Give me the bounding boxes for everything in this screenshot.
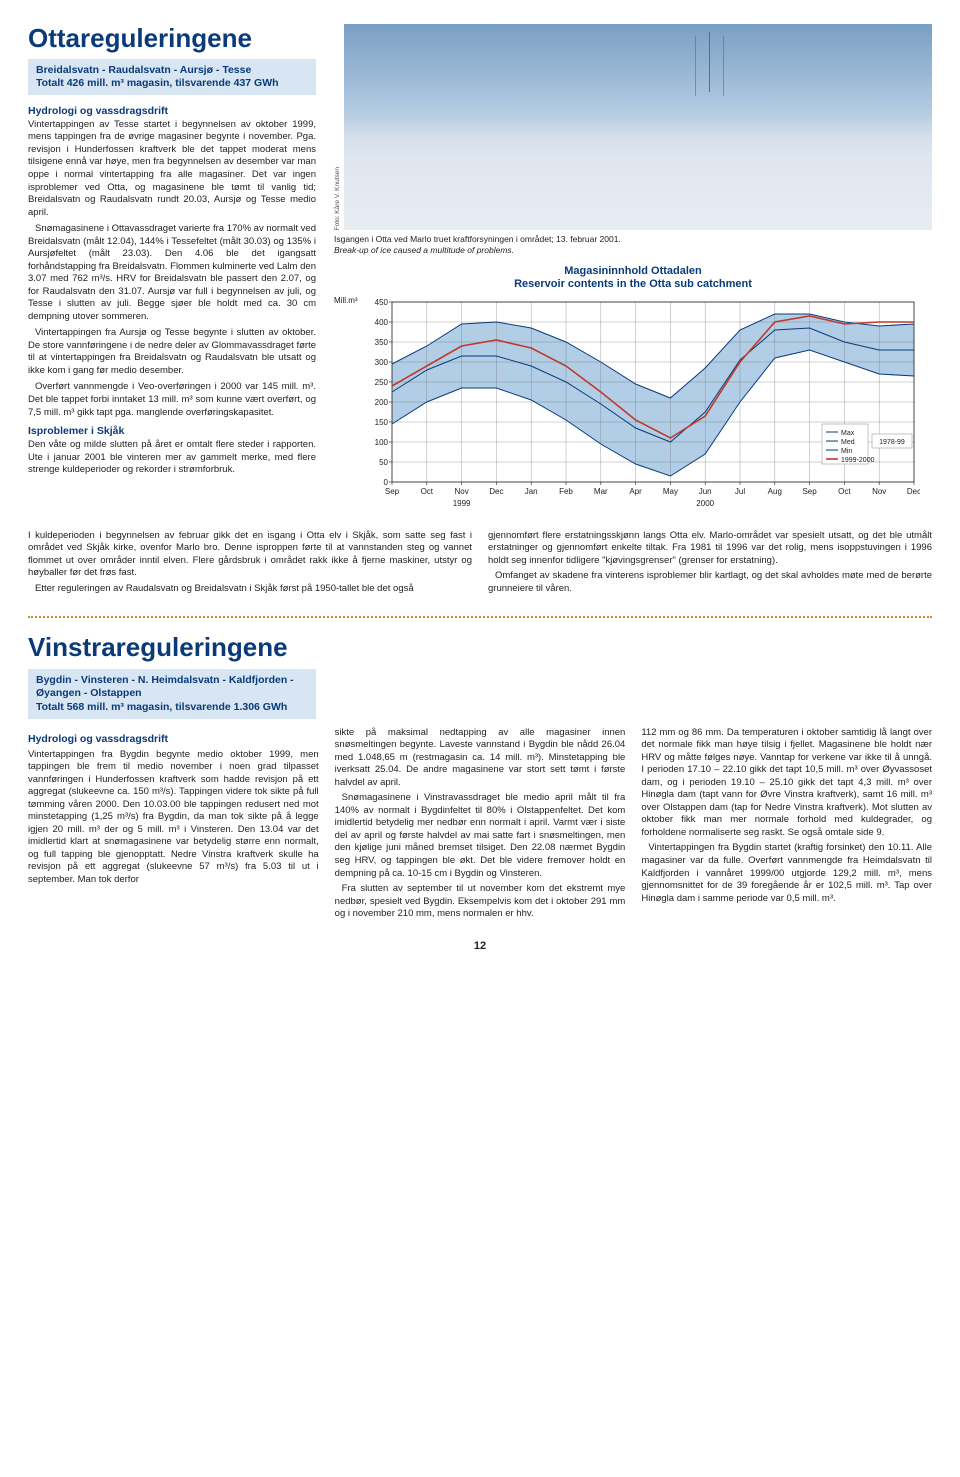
page: Ottareguleringene Breidalsvatn - Raudals… (0, 0, 960, 968)
chart-title-l2: Reservoir contents in the Otta sub catch… (514, 278, 752, 290)
photo-caption-no: Isgangen i Otta ved Marlo truet kraftfor… (334, 234, 621, 244)
svg-text:2000: 2000 (696, 499, 714, 508)
otta-body-text: Vintertappingen av Tesse startet i begyn… (28, 119, 316, 419)
otta-lower-col-right: gjennomført flere erstatningsskjønn lang… (488, 530, 932, 599)
svg-text:50: 50 (379, 458, 388, 467)
svg-text:Sep: Sep (802, 487, 817, 496)
svg-text:1999-2000: 1999-2000 (841, 457, 875, 464)
photo-credit: Foto: Kåre V. Knutsen (334, 165, 341, 230)
svg-text:Nov: Nov (872, 487, 886, 496)
svg-text:Min: Min (841, 448, 852, 455)
otta-left-column: Ottareguleringene Breidalsvatn - Raudals… (28, 24, 316, 510)
vinstra-caption-box: Bygdin - Vinsteren - N. Heimdalsvatn - K… (28, 669, 316, 718)
svg-text:400: 400 (374, 318, 388, 327)
svg-text:Oct: Oct (838, 487, 851, 496)
photo-ice-otta (344, 24, 932, 230)
svg-text:450: 450 (374, 298, 388, 307)
svg-text:Feb: Feb (559, 487, 573, 496)
section-divider (28, 616, 932, 618)
svg-text:Med: Med (841, 439, 855, 446)
svg-text:Oct: Oct (420, 487, 433, 496)
otta-lower-col-mid: I kuldeperioden i begynnelsen av februar… (28, 530, 472, 599)
svg-text:1978-99: 1978-99 (879, 439, 905, 446)
page-number: 12 (28, 940, 932, 952)
svg-text:Jul: Jul (734, 487, 744, 496)
vinstra-col-1-text: Vintertappingen fra Bygdin begynte medio… (28, 749, 319, 887)
vinstra-col-1: Hydrologi og vassdragsdrift Vintertappin… (28, 727, 319, 924)
chart-container: Magasininnhold Ottadalen Reservoir conte… (334, 265, 932, 509)
otta-section: Ottareguleringene Breidalsvatn - Raudals… (28, 24, 932, 510)
svg-text:May: May (662, 487, 677, 496)
pylon-illustration (709, 32, 710, 92)
svg-text:Mar: Mar (593, 487, 607, 496)
svg-text:200: 200 (374, 398, 388, 407)
svg-text:350: 350 (374, 338, 388, 347)
svg-text:300: 300 (374, 358, 388, 367)
svg-text:Max: Max (841, 430, 855, 437)
svg-text:Sep: Sep (384, 487, 399, 496)
svg-text:Apr: Apr (629, 487, 642, 496)
otta-title: Ottareguleringene (28, 24, 316, 53)
svg-text:Dec: Dec (489, 487, 503, 496)
vinstra-section: Vinstrareguleringene Bygdin - Vinsteren … (28, 632, 932, 923)
otta-lower-columns: I kuldeperioden i begynnelsen av februar… (28, 530, 932, 599)
vinstra-columns: Hydrologi og vassdragsdrift Vintertappin… (28, 727, 932, 924)
vinstra-col-2: sikte på maksimal nedtapping av alle mag… (335, 727, 626, 924)
svg-text:Jun: Jun (698, 487, 711, 496)
chart-area: Mill.m³ 0 50 100 150 200 250 300 350 400 450 Sep Oc… (334, 296, 932, 510)
vinstra-title: Vinstrareguleringene (28, 632, 932, 663)
svg-text:Dec: Dec (906, 487, 919, 496)
svg-text:1999: 1999 (452, 499, 470, 508)
otta-sub-head-2: Isproblemer i Skjåk (28, 425, 316, 437)
reservoir-chart: 0 50 100 150 200 250 300 350 400 450 Sep Oct Nov Dec J… (362, 296, 920, 510)
svg-text:250: 250 (374, 378, 388, 387)
photo-row: Foto: Kåre V. Knutsen (334, 24, 932, 230)
vinstra-col-3: 112 mm og 86 mm. Da temperaturen i oktob… (641, 727, 932, 924)
photo-caption: Isgangen i Otta ved Marlo truet kraftfor… (334, 234, 932, 255)
photo-caption-en: Break-up of ice caused a multitude of pr… (334, 245, 514, 255)
otta-caption-box: Breidalsvatn - Raudalsvatn - Aursjø - Te… (28, 59, 316, 95)
chart-y-label: Mill.m³ (334, 296, 358, 305)
chart-title: Magasininnhold Ottadalen Reservoir conte… (334, 265, 932, 291)
svg-text:Jan: Jan (524, 487, 537, 496)
svg-text:0: 0 (383, 478, 388, 487)
otta-body-text-2: Den våte og milde slutten på året er omt… (28, 439, 316, 477)
otta-section-head: Hydrologi og vassdragsdrift (28, 105, 316, 117)
chart-title-l1: Magasininnhold Ottadalen (564, 265, 702, 277)
svg-text:150: 150 (374, 418, 388, 427)
svg-text:Nov: Nov (454, 487, 468, 496)
otta-caption-line2: Totalt 426 mill. m³ magasin, tilsvarende… (36, 77, 308, 90)
vinstra-section-head: Hydrologi og vassdragsdrift (28, 733, 319, 747)
svg-text:100: 100 (374, 438, 388, 447)
svg-text:Aug: Aug (767, 487, 781, 496)
otta-caption-line1: Breidalsvatn - Raudalsvatn - Aursjø - Te… (36, 64, 308, 77)
otta-right-column: Foto: Kåre V. Knutsen Isgangen i Otta ve… (334, 24, 932, 510)
